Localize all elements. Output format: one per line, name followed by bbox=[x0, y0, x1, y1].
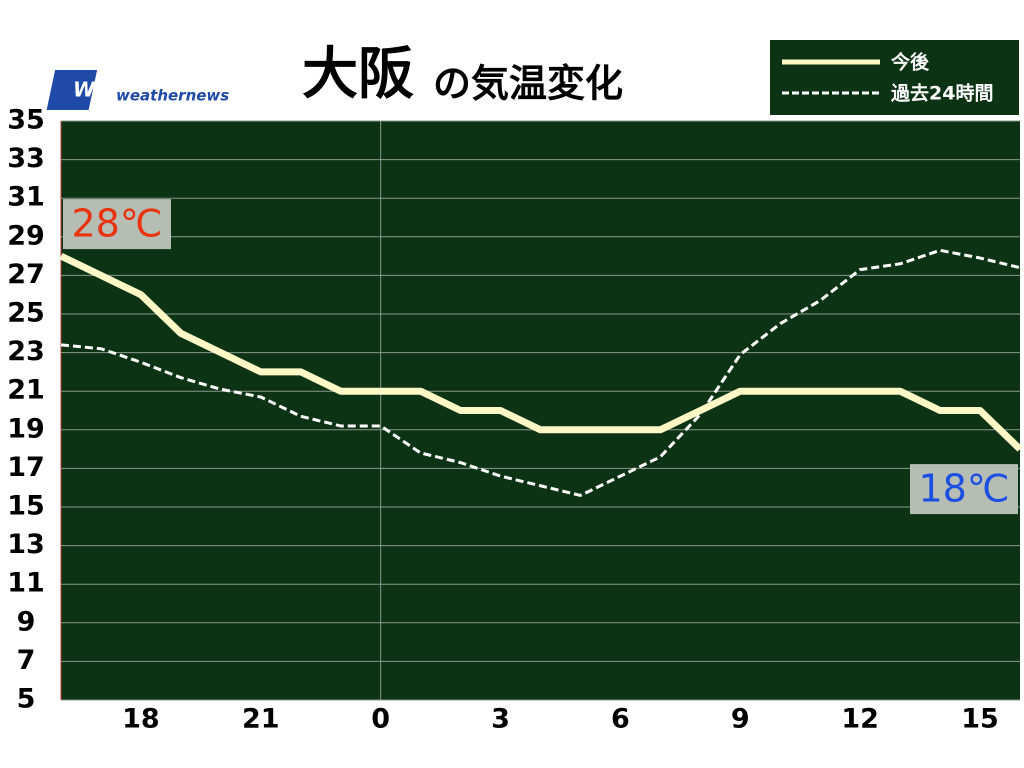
annotation-bg bbox=[63, 199, 171, 250]
y-tick-label: 25 bbox=[7, 298, 45, 329]
x-tick-label: 6 bbox=[611, 704, 630, 735]
y-tick-label: 15 bbox=[7, 491, 45, 522]
y-tick-label: 17 bbox=[7, 452, 45, 483]
annotation-text: 18℃ bbox=[918, 467, 1009, 511]
y-tick-label: 35 bbox=[7, 105, 45, 136]
y-tick-label: 5 bbox=[17, 684, 36, 715]
chart-title: 大阪 bbox=[302, 42, 414, 107]
y-tick-label: 7 bbox=[17, 645, 36, 676]
legend-label: 今後 bbox=[890, 51, 930, 74]
y-tick-label: 19 bbox=[7, 413, 45, 444]
y-tick-label: 21 bbox=[7, 375, 45, 406]
annotation-bg bbox=[910, 464, 1018, 515]
y-tick-label: 31 bbox=[7, 182, 45, 213]
logo: WNI weathernews bbox=[46, 70, 229, 110]
plot-area bbox=[61, 121, 1020, 700]
y-tick-label: 29 bbox=[7, 220, 45, 251]
x-tick-label: 18 bbox=[122, 704, 160, 735]
annotation: 28℃ bbox=[63, 199, 171, 250]
legend-box bbox=[770, 40, 1019, 115]
x-tick-label: 3 bbox=[491, 704, 510, 735]
logo-mark: WNI bbox=[73, 78, 120, 102]
logo-badge bbox=[46, 70, 98, 110]
series-line bbox=[59, 252, 1023, 452]
y-tick-label: 23 bbox=[7, 336, 45, 367]
x-tick-label: 15 bbox=[961, 704, 999, 735]
x-tick-label: 9 bbox=[731, 704, 750, 735]
x-tick-label: 21 bbox=[242, 704, 280, 735]
y-tick-label: 27 bbox=[7, 259, 45, 290]
x-tick-label: 0 bbox=[371, 704, 390, 735]
y-tick-label: 9 bbox=[17, 606, 36, 637]
annotation-text: 28℃ bbox=[71, 202, 162, 246]
chart-subtitle: の気温変化 bbox=[433, 62, 623, 106]
y-tick-label: 11 bbox=[7, 568, 45, 599]
annotation: 18℃ bbox=[910, 464, 1018, 515]
x-tick-label: 12 bbox=[841, 704, 879, 735]
y-tick-label: 33 bbox=[7, 143, 45, 174]
series-line bbox=[60, 248, 1021, 497]
legend-label: 過去24時間 bbox=[891, 82, 993, 105]
logo-text: weathernews bbox=[116, 87, 229, 105]
y-tick-label: 13 bbox=[7, 529, 45, 560]
